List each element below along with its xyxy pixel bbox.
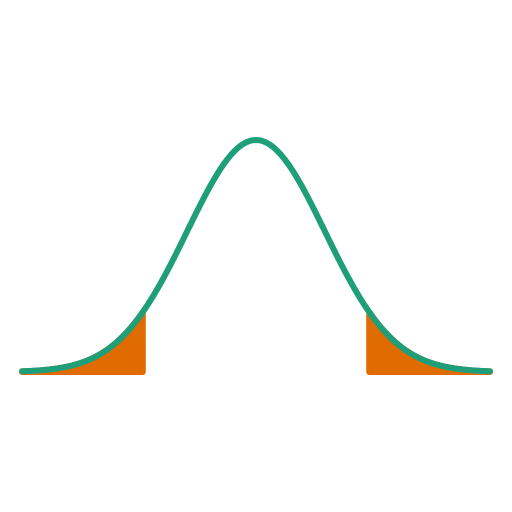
tail-layer [22,312,490,372]
curve-layer [22,140,490,371]
density-curve-line [22,140,490,371]
